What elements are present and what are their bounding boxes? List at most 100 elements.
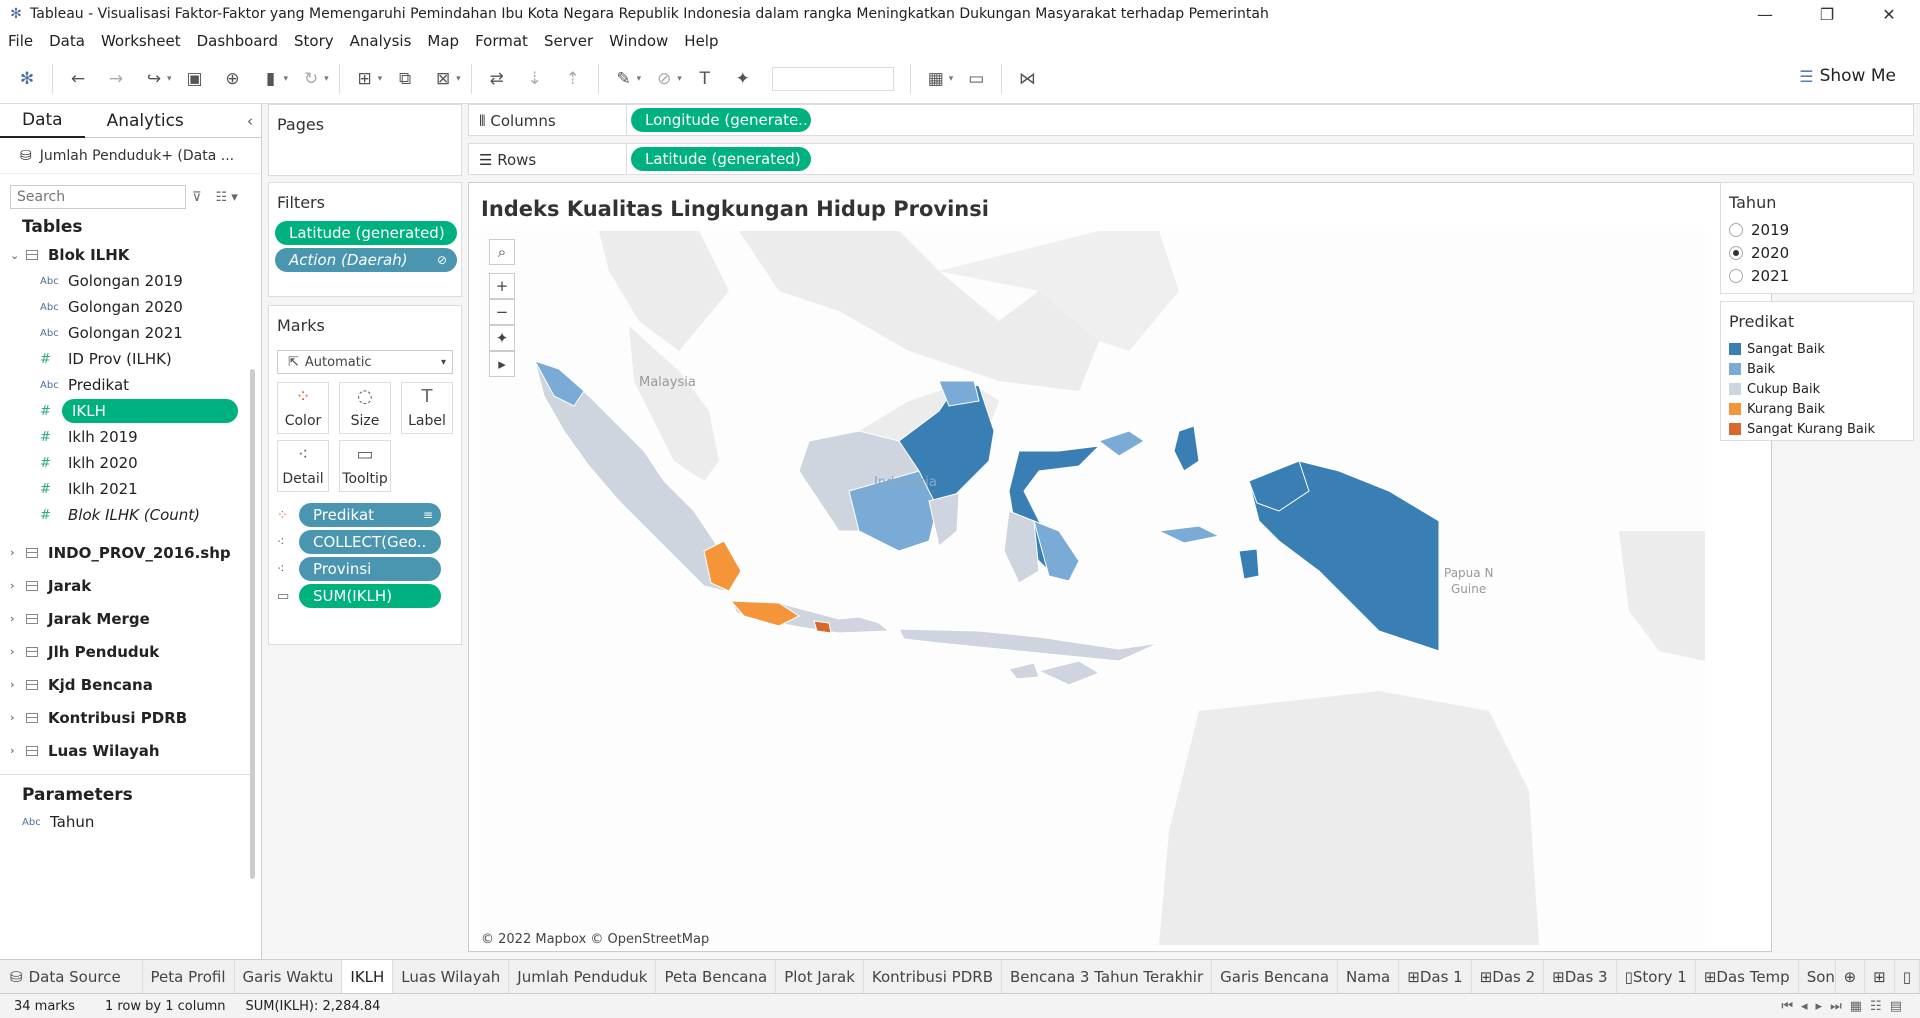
- legend-item-baik[interactable]: Baik: [1721, 359, 1913, 379]
- pages-shelf[interactable]: Pages: [268, 104, 462, 176]
- province-sulteng[interactable]: [1033, 520, 1080, 582]
- tab-nama[interactable]: Nama: [1338, 959, 1400, 994]
- province-timor[interactable]: [1037, 660, 1101, 686]
- province-papua[interactable]: [1248, 460, 1440, 652]
- tab-bencana-3-tahun[interactable]: Bencana 3 Tahun Terakhir: [1002, 959, 1213, 994]
- mark-pill-predikat[interactable]: Predikat ≡: [299, 503, 441, 527]
- field-id-prov[interactable]: # ID Prov (ILHK): [0, 346, 261, 372]
- menu-format[interactable]: Format: [475, 32, 528, 50]
- tab-das-temp[interactable]: ⊞ Das Temp: [1696, 959, 1799, 994]
- field-golongan-2019[interactable]: Abc Golongan 2019: [0, 268, 261, 294]
- table-blok-ilhk[interactable]: ⌄ Blok ILHK: [0, 242, 261, 268]
- field-iklh-2019[interactable]: # Iklh 2019: [0, 424, 261, 450]
- legend-item-cukup-baik[interactable]: Cukup Baik: [1721, 379, 1913, 399]
- tab-garis-waktu[interactable]: Garis Waktu: [235, 959, 343, 994]
- province-sumba[interactable]: [1008, 662, 1040, 680]
- filter-icon[interactable]: ⊽: [192, 189, 202, 205]
- tab-garis-bencana[interactable]: Garis Bencana: [1212, 959, 1339, 994]
- tab-data-source[interactable]: ⛁ Data Source: [0, 959, 143, 994]
- province-gorontalo[interactable]: [1097, 430, 1145, 457]
- fit-dropdown[interactable]: [771, 66, 894, 91]
- province-java-west[interactable]: [729, 600, 801, 627]
- field-golongan-2020[interactable]: Abc Golongan 2020: [0, 294, 261, 320]
- clear-sheet-icon[interactable]: ⊠: [436, 68, 451, 89]
- filter-pill-latitude[interactable]: Latitude (generated): [275, 221, 457, 245]
- sort-asc-icon[interactable]: ⇣: [527, 68, 542, 89]
- menu-window[interactable]: Window: [609, 32, 669, 50]
- minimize-button[interactable]: —: [1757, 4, 1773, 24]
- swap-icon[interactable]: ⇄: [489, 68, 504, 89]
- chevron-right-icon[interactable]: ›: [10, 711, 15, 724]
- menu-story[interactable]: Story: [293, 32, 334, 50]
- show-me-button[interactable]: ☰ Show Me: [1799, 66, 1896, 86]
- new-dashboard-icon[interactable]: ⊞: [1865, 959, 1895, 994]
- field-golongan-2021[interactable]: Abc Golongan 2021: [0, 320, 261, 346]
- chevron-right-icon[interactable]: ›: [10, 744, 15, 757]
- group-icon[interactable]: ⊘: [657, 68, 672, 89]
- tab-peta-bencana[interactable]: Peta Bencana: [656, 959, 777, 994]
- pause-updates-icon[interactable]: ▮: [265, 68, 276, 89]
- rows-shelf[interactable]: ☰ Rows Latitude (generated): [468, 143, 1914, 175]
- pin-icon[interactable]: ✦: [489, 325, 515, 351]
- search-input[interactable]: [10, 185, 186, 209]
- view-options-icon[interactable]: ☷ ▾: [215, 189, 238, 205]
- tooltip-button[interactable]: ▭ Tooltip: [339, 440, 391, 492]
- table-kjd-bencana[interactable]: › Kjd Bencana: [0, 668, 261, 701]
- sort-desc-icon[interactable]: ⇡: [565, 68, 580, 89]
- size-button[interactable]: ◌ Size: [339, 382, 391, 434]
- new-worksheet-icon[interactable]: ⊞: [357, 68, 372, 89]
- columns-pill-longitude[interactable]: Longitude (generate..: [631, 108, 811, 132]
- legend-item-kurang-baik[interactable]: Kurang Baik: [1721, 399, 1913, 419]
- tab-peta-profil[interactable]: Peta Profil: [143, 959, 235, 994]
- label-button[interactable]: T Label: [401, 382, 453, 434]
- tab-iklh[interactable]: IKLH: [342, 959, 394, 994]
- data-source-item[interactable]: ⛁ Jumlah Penduduk+ (Data ...: [0, 138, 261, 174]
- labels-icon[interactable]: T: [699, 68, 710, 89]
- close-button[interactable]: ✕: [1882, 4, 1896, 24]
- tab-plot-jarak[interactable]: Plot Jarak: [776, 959, 864, 994]
- card-icon[interactable]: ▦: [927, 68, 944, 89]
- menu-map[interactable]: Map: [427, 32, 460, 50]
- filter-pill-action[interactable]: Action (Daerah) ⊘: [275, 248, 457, 272]
- menu-data[interactable]: Data: [49, 32, 85, 50]
- province-sulsel[interactable]: [1003, 510, 1040, 584]
- legend-item-sangat-baik[interactable]: Sangat Baik: [1721, 339, 1913, 359]
- province-aceh[interactable]: [533, 360, 585, 407]
- tab-analytics[interactable]: Analytics: [106, 110, 184, 131]
- rows-pill-latitude[interactable]: Latitude (generated): [631, 147, 811, 171]
- param-tahun[interactable]: Abc Tahun: [0, 809, 261, 835]
- tab-luas-wilayah[interactable]: Luas Wilayah: [393, 959, 510, 994]
- filters-shelf[interactable]: Filters Latitude (generated) Action (Dae…: [268, 182, 462, 297]
- province-lampung[interactable]: [703, 540, 742, 592]
- tab-das-2[interactable]: ⊞ Das 2: [1472, 959, 1545, 994]
- tahun-option-2019[interactable]: 2019: [1721, 218, 1913, 241]
- search-icon[interactable]: ⌕: [489, 239, 515, 265]
- province-yogyakarta[interactable]: [813, 620, 832, 634]
- zoom-out-icon[interactable]: −: [489, 299, 515, 325]
- table-kontribusi-pdrb[interactable]: › Kontribusi PDRB: [0, 701, 261, 734]
- field-iklh[interactable]: # IKLH: [0, 398, 261, 424]
- map-svg[interactable]: Malaysia Indonesia Papua N Guine: [479, 231, 1705, 945]
- legend-item-sangat-kurang-baik[interactable]: Sangat Kurang Baik: [1721, 419, 1913, 439]
- zoom-in-icon[interactable]: +: [489, 273, 515, 299]
- undo-icon[interactable]: ←: [70, 68, 86, 89]
- table-indo-prov[interactable]: › INDO_PROV_2016.shp: [0, 536, 261, 569]
- table-jarak[interactable]: › Jarak: [0, 569, 261, 602]
- field-iklh-2021[interactable]: # Iklh 2021: [0, 476, 261, 502]
- redo-icon[interactable]: →: [108, 68, 124, 89]
- presentation-icon[interactable]: ▭: [968, 68, 985, 89]
- menu-help[interactable]: Help: [684, 32, 719, 50]
- chevron-right-icon[interactable]: ›: [10, 612, 15, 625]
- new-story-icon[interactable]: ▯: [1895, 959, 1920, 994]
- menu-dashboard[interactable]: Dashboard: [196, 32, 278, 50]
- restore-button[interactable]: ❐: [1819, 4, 1835, 24]
- replay-icon[interactable]: ↪: [146, 68, 162, 89]
- chevron-right-icon[interactable]: ›: [10, 579, 15, 592]
- map-attribution[interactable]: © 2022 Mapbox © OpenStreetMap: [481, 932, 710, 947]
- tab-data[interactable]: Data: [0, 104, 85, 138]
- sheet-nav-icons[interactable]: ⏮◂▸⏭▦☷▤: [1781, 998, 1910, 1014]
- mark-pill-provinsi[interactable]: Provinsi: [299, 557, 441, 581]
- chevron-right-icon[interactable]: ›: [10, 546, 15, 559]
- menu-file[interactable]: File: [8, 32, 34, 50]
- tahun-option-2020[interactable]: 2020: [1721, 241, 1913, 264]
